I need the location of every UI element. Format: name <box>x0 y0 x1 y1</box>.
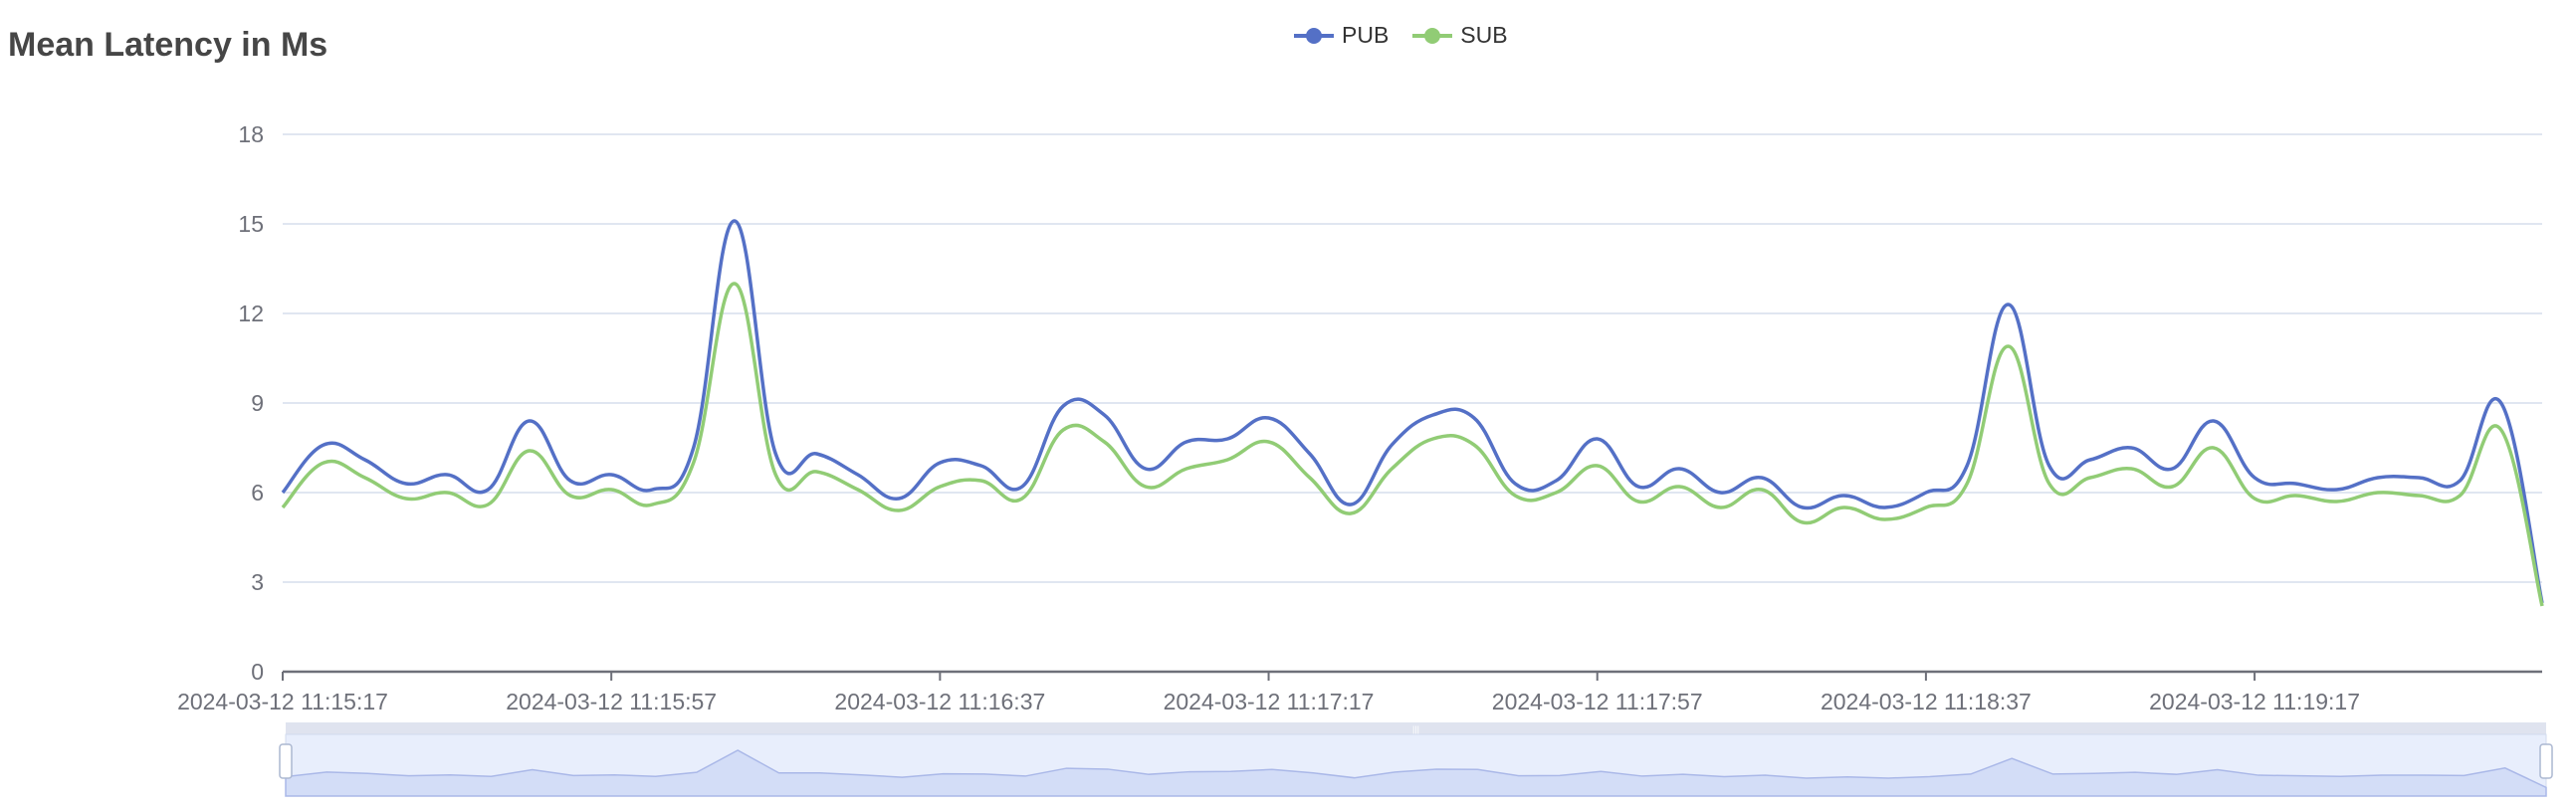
y-tick-label: 15 <box>238 211 264 237</box>
datazoom-preview-area <box>285 749 2547 797</box>
x-tick-label: 2024-03-12 11:17:57 <box>1492 689 1703 714</box>
x-tick-label: 2024-03-12 11:16:37 <box>834 689 1045 714</box>
pub-legend-icon <box>1294 27 1334 44</box>
series-line-pub <box>281 219 2544 604</box>
x-tick-label: 2024-03-12 11:15:57 <box>506 689 717 714</box>
legend-label-sub: SUB <box>1460 22 1508 48</box>
datazoom-move-handle[interactable] <box>286 722 2546 734</box>
legend-label-pub: PUB <box>1342 22 1390 48</box>
datazoom-grip-icon: ||| <box>1412 724 1419 734</box>
x-tick-label: 2024-03-12 11:17:17 <box>1164 689 1375 714</box>
x-tick-label: 2024-03-12 11:19:17 <box>2149 689 2360 714</box>
legend-item-pub[interactable]: PUB <box>1294 22 1389 49</box>
y-tick-label: 12 <box>238 301 264 326</box>
y-tick-label: 0 <box>251 659 264 685</box>
y-tick-label: 6 <box>251 480 264 506</box>
y-tick-label: 3 <box>251 569 264 595</box>
x-tick-label: 2024-03-12 11:15:17 <box>177 689 388 714</box>
legend-item-sub[interactable]: SUB <box>1412 22 1508 49</box>
series-line-sub <box>281 282 2544 607</box>
y-tick-label: 18 <box>238 121 264 147</box>
datazoom-left-handle[interactable] <box>279 743 293 779</box>
legend: PUB SUB <box>1294 22 1508 49</box>
x-tick-label: 2024-03-12 11:18:37 <box>1821 689 2032 714</box>
chart-title: Mean Latency in Ms <box>8 26 328 64</box>
sub-legend-icon <box>1412 27 1453 44</box>
datazoom-right-handle[interactable] <box>2539 743 2553 779</box>
y-tick-label: 9 <box>251 390 264 416</box>
